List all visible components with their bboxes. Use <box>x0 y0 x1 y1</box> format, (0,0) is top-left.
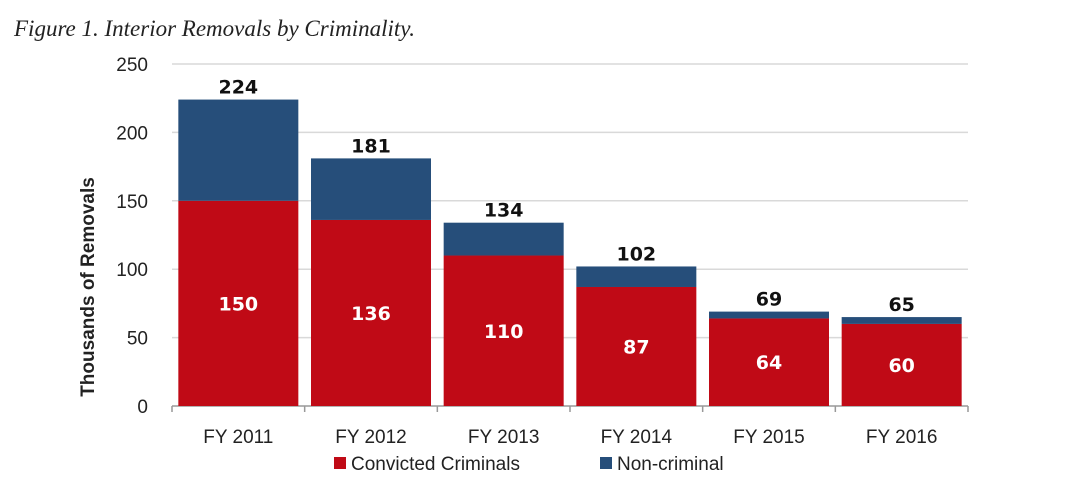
bar-noncriminal-fy-2013 <box>443 222 564 256</box>
bar-noncriminal-fy-2014 <box>576 266 697 287</box>
convicted-value-label: 60 <box>888 355 914 377</box>
x-tick-label: FY 2013 <box>468 427 539 448</box>
bar-convicted-fy-2015 <box>709 318 829 406</box>
bar-noncriminal-fy-2015 <box>709 311 829 319</box>
chart-title: Figure 1. Interior Removals by Criminali… <box>13 16 415 41</box>
convicted-value-label: 136 <box>351 303 391 325</box>
bar-convicted-fy-2011 <box>178 200 299 406</box>
total-label: 65 <box>888 294 914 316</box>
convicted-value-label: 64 <box>756 352 782 374</box>
y-tick-label: 200 <box>116 123 148 144</box>
bar-noncriminal-fy-2012 <box>311 158 431 220</box>
y-tick-label: 0 <box>137 397 148 418</box>
legend-swatch-noncriminal <box>600 457 612 469</box>
y-axis-label: Thousands of Removals <box>78 177 99 397</box>
total-label: 69 <box>756 289 782 311</box>
total-label: 181 <box>351 135 391 157</box>
bar-convicted-fy-2013 <box>443 255 564 406</box>
x-tick-label: FY 2011 <box>203 427 273 448</box>
y-tick-label: 100 <box>116 260 148 281</box>
bar-convicted-fy-2012 <box>311 219 431 406</box>
total-label: 134 <box>484 200 524 222</box>
bar-noncriminal-fy-2016 <box>841 317 962 324</box>
convicted-value-label: 150 <box>218 293 258 315</box>
convicted-value-label: 110 <box>484 321 524 343</box>
total-label: 102 <box>616 243 656 265</box>
x-tick-label: FY 2016 <box>866 427 937 448</box>
legend-label-noncriminal: Non-criminal <box>617 454 724 475</box>
bar-noncriminal-fy-2011 <box>178 99 299 201</box>
y-tick-label: 250 <box>116 55 148 76</box>
total-label: 224 <box>218 77 258 99</box>
convicted-value-label: 87 <box>623 336 649 358</box>
x-tick-label: FY 2014 <box>601 427 673 448</box>
y-tick-label: 150 <box>116 192 148 213</box>
bar-convicted-fy-2014 <box>576 286 697 406</box>
y-tick-label: 50 <box>127 329 148 350</box>
legend-label-convicted: Convicted Criminals <box>351 454 520 475</box>
x-tick-label: FY 2015 <box>733 427 804 448</box>
legend-swatch-convicted <box>334 457 346 469</box>
x-tick-label: FY 2012 <box>335 427 406 448</box>
bar-convicted-fy-2016 <box>841 323 962 406</box>
